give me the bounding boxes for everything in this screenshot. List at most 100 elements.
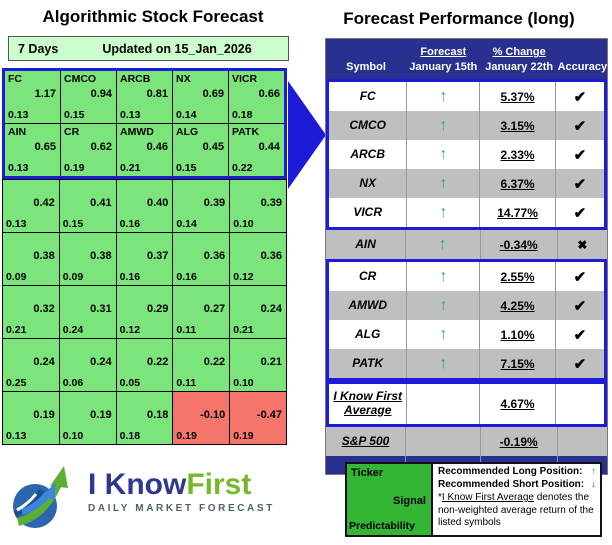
symbol-cell: PATK — [329, 349, 408, 378]
predictability-value: 0.21 — [233, 324, 254, 336]
table-group: I Know First Average 4.67% — [326, 381, 607, 427]
signal-value: 1.17 — [34, 88, 56, 101]
accuracy-cell: ✔ — [573, 297, 587, 315]
up-arrow-icon: ↑ — [439, 145, 448, 163]
signal-value: 0.37 — [146, 250, 169, 263]
predictability-value: 0.05 — [119, 377, 141, 389]
signal-value: 0.41 — [90, 197, 112, 210]
signal-value: 0.29 — [146, 303, 169, 316]
signal-value: 0.22 — [203, 356, 226, 369]
predictability-value: 0.21 — [120, 162, 141, 174]
ticker-label: AIN — [8, 126, 27, 138]
table-row: ALG ↑ 1.10% ✔ — [329, 320, 604, 349]
predictability-value: 0.14 — [176, 218, 197, 230]
ticker-label: CMCO — [64, 73, 97, 85]
signal-value: 0.24 — [90, 356, 112, 369]
accuracy-cell: ✔ — [573, 88, 587, 106]
table-row: I Know First Average 4.67% — [329, 384, 604, 424]
ticker-label: VICR — [232, 73, 258, 85]
predictability-value: 0.24 — [62, 324, 84, 336]
forecast-cell: AMWD 0.46 0.21 — [117, 124, 172, 176]
forecast-cell: ↑ — [406, 230, 481, 259]
signal-value: 0.62 — [90, 141, 112, 154]
header-change: % Change January 22th — [485, 46, 554, 74]
change-cell: 5.37% — [480, 82, 556, 111]
symbol-cell: VICR — [329, 198, 408, 227]
forecast-cell: 0.42 0.13 — [3, 180, 59, 232]
table-row: NX ↑ 6.37% ✔ — [329, 169, 604, 198]
header-forecast: Forecast January 15th — [409, 46, 478, 74]
change-cell: 6.37% — [480, 169, 556, 198]
signal-value: 0.42 — [33, 197, 55, 210]
signal-value: 0.45 — [202, 141, 224, 154]
change-cell: 7.15% — [480, 349, 556, 378]
forecast-cell: CR 0.62 0.19 — [61, 124, 116, 176]
signal-value: 0.31 — [90, 303, 112, 316]
change-cell: 4.25% — [480, 291, 556, 320]
predictability-value: 0.10 — [62, 430, 84, 442]
up-arrow-icon: ↑ — [439, 354, 448, 372]
forecast-cell — [406, 427, 481, 456]
down-arrow-icon: ↓ — [591, 478, 596, 490]
predictability-value: 0.09 — [6, 271, 27, 283]
change-cell: 2.55% — [480, 262, 556, 291]
change-cell: -0.34% — [481, 230, 558, 259]
ticker-label: CR — [64, 126, 80, 138]
forecast-cell: VICR 0.66 0.18 — [229, 71, 284, 123]
forecast-cell: 0.24 0.21 — [230, 286, 286, 338]
signal-value: 0.38 — [33, 250, 55, 263]
predictability-value: 0.13 — [6, 430, 27, 442]
header-accuracy: Accuracy — [557, 61, 608, 74]
forecast-cell: CMCO 0.94 0.15 — [61, 71, 116, 123]
table-row: AMWD ↑ 4.25% ✔ — [329, 291, 604, 320]
predictability-value: 0.15 — [176, 162, 197, 174]
up-arrow-icon: ↑ — [438, 235, 447, 253]
signal-value: 0.32 — [33, 303, 55, 316]
accuracy-cell: ✖ — [577, 237, 588, 252]
iknowfirst-logo: I KnowFirst DAILY MARKET FORECAST — [8, 458, 308, 540]
predictability-value: 0.10 — [233, 218, 254, 230]
ticker-label: PATK — [232, 126, 260, 138]
table-row: CMCO ↑ 3.15% ✔ — [329, 111, 604, 140]
signal-value: 0.69 — [202, 88, 224, 101]
legend-short-label: Recommended Short Position: — [438, 478, 585, 490]
predictability-value: 0.16 — [119, 218, 141, 230]
legend-note: *I Know First Average denotes the non-we… — [438, 492, 594, 528]
signal-value: -0.47 — [256, 409, 282, 422]
signal-value: 0.21 — [260, 356, 282, 369]
forecast-cell: ARCB 0.81 0.13 — [117, 71, 172, 123]
ticker-label: ALG — [176, 126, 199, 138]
logo-text: I KnowFirst DAILY MARKET FORECAST — [88, 470, 275, 515]
up-arrow-icon: ↑ — [439, 174, 448, 192]
signal-value: 0.36 — [260, 250, 282, 263]
forecast-cell: ↑ — [407, 111, 481, 140]
predictability-value: 0.19 — [176, 430, 197, 442]
forecast-cell: PATK 0.44 0.22 — [229, 124, 284, 176]
forecast-cell: 0.21 0.10 — [230, 339, 286, 391]
accuracy-cell — [558, 427, 607, 456]
symbol-cell: AMWD — [329, 291, 408, 320]
forecast-cell: 0.24 0.06 — [59, 339, 116, 391]
right-panel-title: Forecast Performance (long) — [343, 9, 575, 28]
forecast-cell: ↑ — [407, 291, 481, 320]
signal-value: 0.22 — [146, 356, 169, 369]
predictability-value: 0.09 — [62, 271, 84, 283]
forecast-cell: ↑ — [407, 169, 481, 198]
symbol-cell: AIN — [326, 230, 407, 259]
table-body: FC ↑ 5.37% ✔ CMCO ↑ 3.15% ✔ ARCB — [326, 79, 607, 456]
accuracy-cell: ✔ — [573, 326, 587, 344]
change-cell: 14.77% — [480, 198, 556, 227]
legend-long-label: Recommended Long Position: — [438, 466, 583, 477]
table-row: PATK ↑ 7.15% ✔ — [329, 349, 604, 378]
forecast-cell: -0.10 0.19 — [173, 392, 230, 444]
table-row: S&P 500 -0.19% — [326, 427, 607, 456]
signal-value: 0.94 — [90, 88, 112, 101]
predictability-value: 0.25 — [6, 377, 27, 389]
forecast-cell: 0.19 0.13 — [3, 392, 59, 444]
signal-value: 0.27 — [203, 303, 226, 316]
symbol-cell: ARCB — [329, 140, 408, 169]
symbol-cell: CR — [329, 262, 408, 291]
signal-value: 0.24 — [260, 303, 282, 316]
predictability-value: 0.22 — [232, 162, 253, 174]
